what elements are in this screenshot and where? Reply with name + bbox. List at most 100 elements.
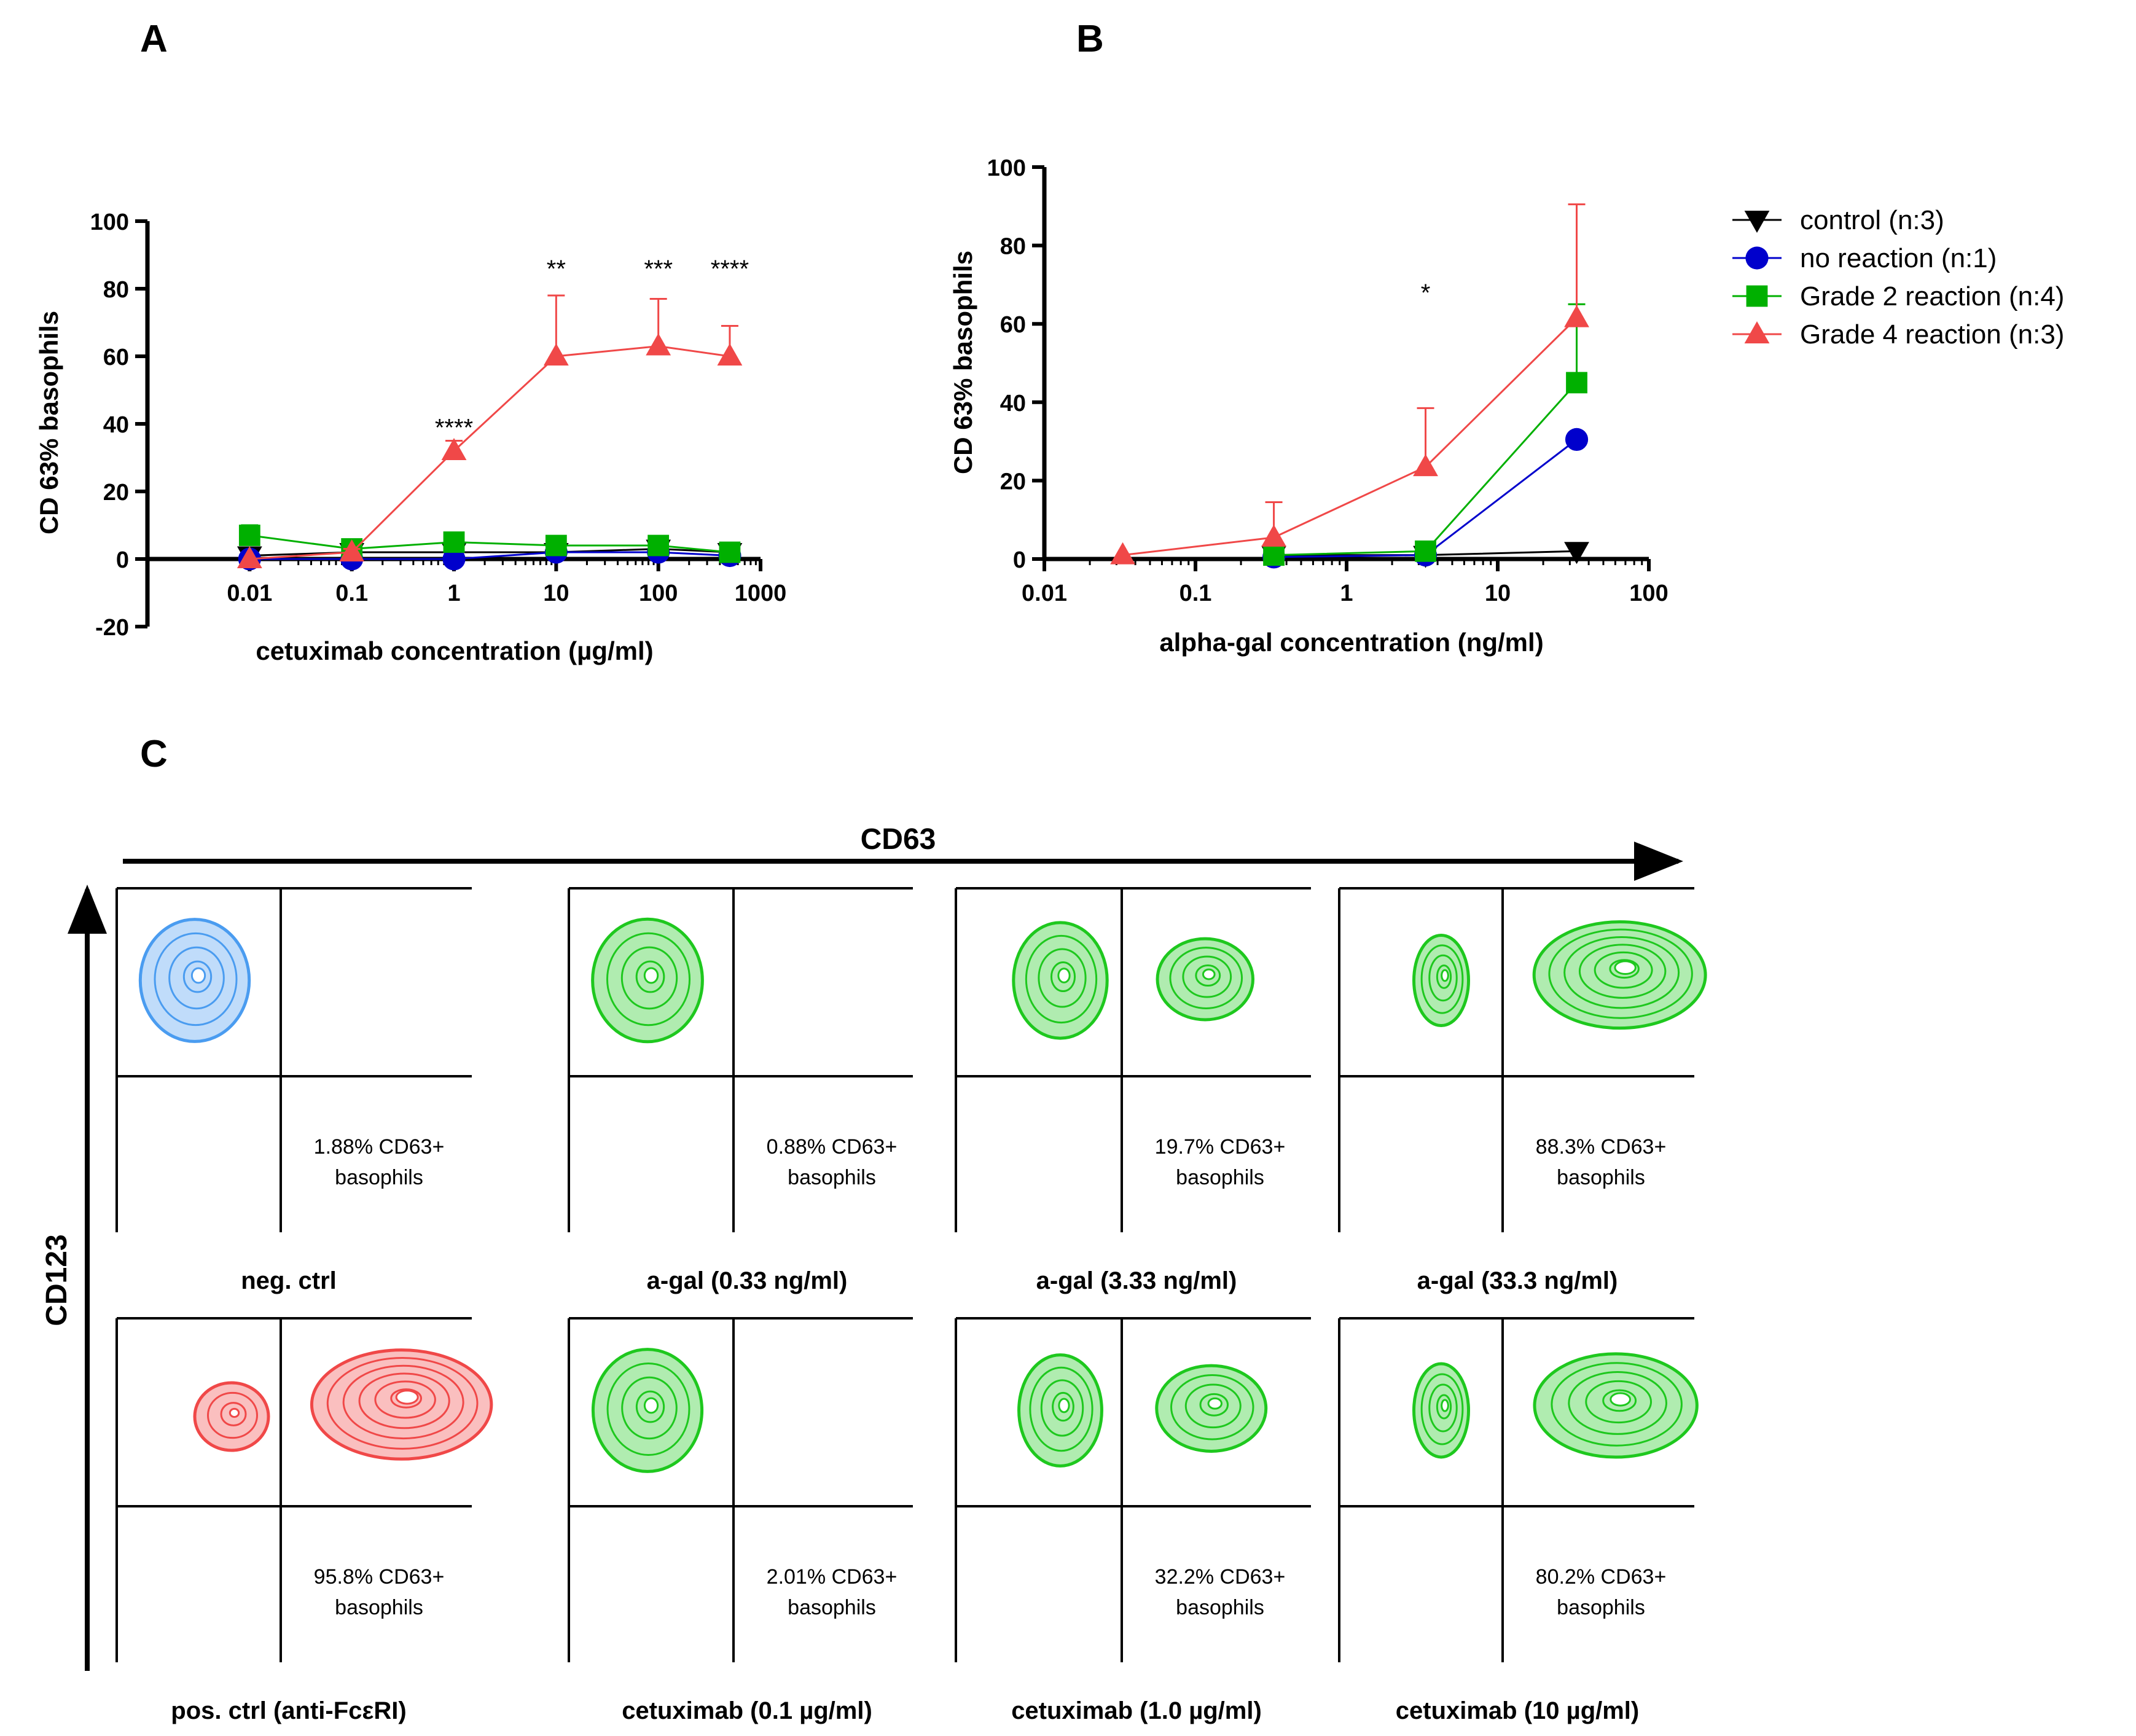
negative-population bbox=[193, 1381, 270, 1452]
cd63-percentage-sub: basophils bbox=[335, 1166, 423, 1189]
legend-label: no reaction (n:1) bbox=[1800, 243, 1997, 273]
flow-plot-agal333b: 88.3% CD63+ basophils a-gal (33.3 ng/ml) bbox=[1338, 887, 1707, 1294]
legend: control (n:3) no reaction (n:1) Grade 2 re… bbox=[1732, 205, 2064, 350]
flow-plot-title: cetuximab (10 µg/ml) bbox=[1396, 1697, 1639, 1724]
chart-b-series: * bbox=[1110, 203, 1589, 569]
flow-plot-title: a-gal (3.33 ng/ml) bbox=[1036, 1267, 1237, 1294]
significance-label: **** bbox=[435, 415, 473, 442]
cd63-percentage: 0.88% CD63+ bbox=[767, 1135, 898, 1159]
negative-population bbox=[1012, 921, 1109, 1040]
flow-cytometry-panel: CD63 CD123 1.88% CD63+ basophils neg. ctrl… bbox=[41, 823, 1707, 1724]
data-point bbox=[237, 546, 262, 568]
positive-population bbox=[1155, 1364, 1268, 1453]
data-point bbox=[646, 333, 671, 356]
positive-population bbox=[310, 1348, 493, 1461]
negative-population bbox=[1412, 1362, 1470, 1459]
y-tick-label: 80 bbox=[1000, 234, 1026, 260]
legend-item-control: control (n:3) bbox=[1732, 205, 1944, 235]
x-tick-label: 0.01 bbox=[1022, 581, 1067, 606]
cd63-percentage: 2.01% CD63+ bbox=[767, 1565, 898, 1589]
data-point bbox=[339, 539, 365, 561]
chart-b: 0 20 40 60 80 100 0.01 0.1 1 10 100 * alpha-gal co… bbox=[949, 155, 1669, 657]
chart-a-series: ****** *** **** bbox=[237, 256, 749, 571]
flow-plot-title: pos. ctrl (anti-FcεRI) bbox=[171, 1697, 406, 1724]
x-tick-label: 100 bbox=[639, 581, 678, 606]
data-point bbox=[1413, 454, 1438, 477]
positive-population bbox=[1533, 1352, 1699, 1459]
series-line bbox=[1122, 317, 1578, 557]
flow-plots: 1.88% CD63+ basophils neg. ctrl 0.88% CD63+… bbox=[115, 887, 1707, 1724]
flow-plot-cet01: 2.01% CD63+ basophils cetuximab (0.1 µg/ml… bbox=[568, 1317, 913, 1724]
chart-b-ylabel: CD 63% basophils bbox=[949, 251, 977, 474]
flow-plot-title: neg. ctrl bbox=[241, 1267, 337, 1294]
x-tick-label: 1 bbox=[1340, 581, 1353, 606]
y-tick-label: 20 bbox=[1000, 469, 1026, 495]
cd123-axis-label: CD123 bbox=[41, 1234, 73, 1326]
y-tick-label: 100 bbox=[90, 209, 129, 235]
cd63-axis-label: CD63 bbox=[861, 823, 936, 856]
panel-label-b: B bbox=[1076, 18, 1104, 60]
y-tick-label: 40 bbox=[103, 412, 129, 438]
data-point bbox=[543, 343, 569, 366]
series-grade4 bbox=[237, 294, 743, 568]
significance-label: * bbox=[1421, 280, 1431, 307]
data-point bbox=[1564, 305, 1589, 327]
legend-marker bbox=[1744, 211, 1770, 233]
cd63-percentage-sub: basophils bbox=[788, 1596, 876, 1619]
flow-plot-title: cetuximab (1.0 µg/ml) bbox=[1011, 1697, 1262, 1724]
cd63-percentage: 32.2% CD63+ bbox=[1155, 1565, 1286, 1589]
y-tick-label: 20 bbox=[103, 480, 129, 506]
y-tick-label: 40 bbox=[1000, 391, 1026, 416]
cd63-percentage: 88.3% CD63+ bbox=[1536, 1135, 1667, 1159]
panel-label-c: C bbox=[140, 733, 168, 775]
legend-item-grade2: Grade 2 reaction (n:4) bbox=[1732, 281, 2064, 311]
cd63-percentage: 1.88% CD63+ bbox=[314, 1135, 445, 1159]
x-tick-label: 10 bbox=[1485, 581, 1511, 606]
chart-b-xlabel: alpha-gal concentration (ng/ml) bbox=[1159, 628, 1543, 657]
chart-a-axes: -20 0 20 40 60 80 100 0.01 0.1 1 10 100 1000 bbox=[90, 209, 787, 641]
flow-plot-neg: 1.88% CD63+ basophils neg. ctrl bbox=[115, 887, 472, 1294]
significance-label: ** bbox=[547, 256, 566, 283]
flow-plot-agal033: 0.88% CD63+ basophils a-gal (0.33 ng/ml) bbox=[568, 887, 913, 1294]
chart-a-xlabel: cetuximab concentration (µg/ml) bbox=[256, 636, 653, 665]
x-tick-label: 0.1 bbox=[335, 581, 368, 606]
legend-marker bbox=[1746, 285, 1768, 307]
data-point bbox=[443, 531, 465, 553]
flow-plot-title: a-gal (0.33 ng/ml) bbox=[647, 1267, 848, 1294]
x-tick-label: 0.01 bbox=[227, 581, 272, 606]
flow-plot-title: a-gal (33.3 ng/ml) bbox=[1417, 1267, 1618, 1294]
legend-label: Grade 2 reaction (n:4) bbox=[1800, 281, 2064, 311]
data-point bbox=[1110, 542, 1135, 565]
series-line bbox=[249, 534, 730, 553]
data-point bbox=[1565, 428, 1589, 452]
data-point bbox=[1261, 524, 1286, 547]
y-tick-label: 60 bbox=[103, 345, 129, 370]
negative-population bbox=[138, 918, 251, 1043]
flow-plot-agal333: 19.7% CD63+ basophils a-gal (3.33 ng/ml) bbox=[955, 887, 1311, 1294]
significance-label: *** bbox=[644, 256, 673, 283]
x-tick-label: 0.1 bbox=[1179, 581, 1212, 606]
legend-marker bbox=[1745, 246, 1769, 270]
series-line bbox=[249, 345, 730, 560]
legend-item-no_reaction: no reaction (n:1) bbox=[1732, 243, 1997, 273]
series-line bbox=[249, 551, 730, 560]
data-point bbox=[1415, 540, 1436, 562]
cd63-percentage-sub: basophils bbox=[1557, 1596, 1645, 1619]
legend-label: control (n:3) bbox=[1800, 205, 1944, 235]
cd63-percentage-sub: basophils bbox=[1557, 1166, 1645, 1189]
data-point bbox=[647, 534, 670, 557]
data-point bbox=[1566, 372, 1587, 394]
data-point bbox=[545, 534, 567, 557]
data-point bbox=[1564, 542, 1589, 565]
legend-item-grade4: Grade 4 reaction (n:3) bbox=[1732, 319, 2064, 350]
cd63-percentage: 95.8% CD63+ bbox=[314, 1565, 445, 1589]
y-tick-label: 100 bbox=[987, 155, 1026, 181]
significance-label: **** bbox=[711, 256, 749, 283]
x-tick-label: 10 bbox=[543, 581, 569, 606]
y-tick-label: 60 bbox=[1000, 312, 1026, 338]
x-tick-label: 1 bbox=[447, 581, 460, 606]
data-point bbox=[719, 541, 741, 563]
flow-plot-title: cetuximab (0.1 µg/ml) bbox=[622, 1697, 872, 1724]
